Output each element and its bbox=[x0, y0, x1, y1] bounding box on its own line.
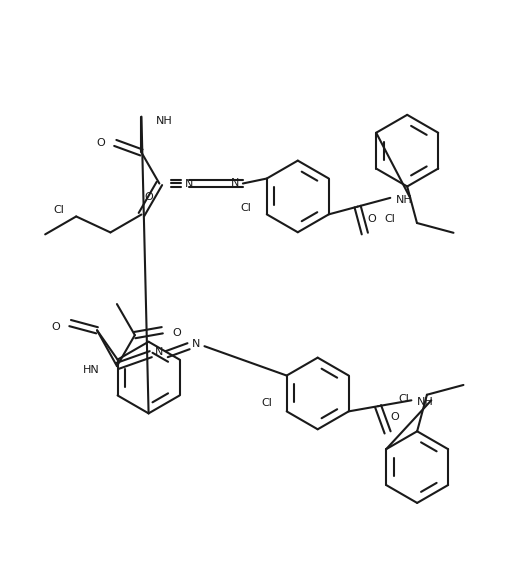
Text: NH: NH bbox=[155, 116, 172, 126]
Text: O: O bbox=[144, 192, 153, 201]
Text: Cl: Cl bbox=[384, 214, 395, 224]
Text: Cl: Cl bbox=[398, 394, 409, 404]
Text: N: N bbox=[231, 179, 239, 188]
Text: Cl: Cl bbox=[53, 205, 64, 216]
Text: O: O bbox=[96, 138, 105, 148]
Text: O: O bbox=[391, 413, 399, 422]
Text: N: N bbox=[154, 347, 163, 357]
Text: O: O bbox=[172, 328, 181, 338]
Text: O: O bbox=[52, 322, 60, 332]
Text: NH: NH bbox=[396, 195, 413, 205]
Text: Cl: Cl bbox=[240, 203, 251, 213]
Text: O: O bbox=[368, 213, 377, 224]
Text: HN: HN bbox=[83, 365, 100, 374]
Text: N: N bbox=[185, 179, 194, 189]
Text: NH: NH bbox=[417, 397, 434, 407]
Text: N: N bbox=[192, 339, 201, 349]
Text: Cl: Cl bbox=[262, 398, 273, 409]
